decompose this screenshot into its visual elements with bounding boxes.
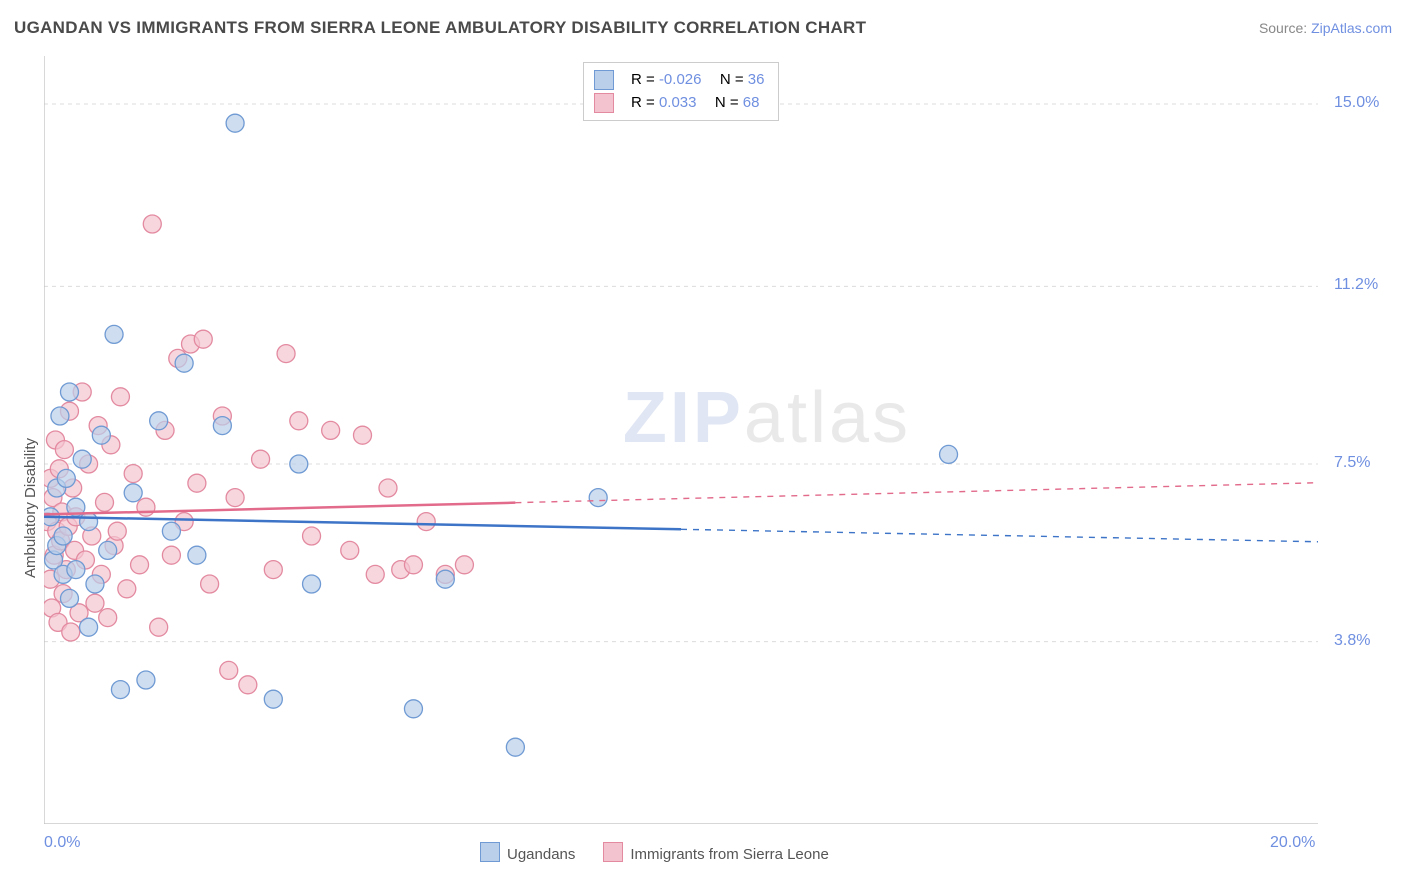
data-point (277, 345, 295, 363)
legend-item: Immigrants from Sierra Leone (603, 842, 828, 863)
data-point (150, 412, 168, 430)
n-stat: N = 36 (711, 69, 764, 92)
trend-line (44, 517, 681, 529)
x-tick-max: 20.0% (1270, 834, 1315, 852)
title-bar: UGANDAN VS IMMIGRANTS FROM SIERRA LEONE … (14, 18, 1392, 38)
data-point (226, 489, 244, 507)
data-point (162, 546, 180, 564)
chart-plot-area: ZIPatlas3.8%7.5%11.2%15.0%Ambulatory Dis… (44, 56, 1318, 824)
trend-line-extension (681, 529, 1318, 541)
source-link[interactable]: ZipAtlas.com (1311, 20, 1392, 36)
data-point (54, 527, 72, 545)
data-point (137, 671, 155, 689)
data-point (940, 445, 958, 463)
data-point (252, 450, 270, 468)
y-tick-label: 3.8% (1334, 632, 1370, 650)
data-point (290, 455, 308, 473)
r-stat: R = 0.033 (631, 92, 696, 115)
data-point (213, 417, 231, 435)
data-point (354, 426, 372, 444)
data-point (111, 388, 129, 406)
x-tick-min: 0.0% (44, 834, 80, 852)
data-point (80, 618, 98, 636)
data-point (220, 661, 238, 679)
trend-line (44, 503, 515, 515)
legend-swatch (594, 70, 614, 90)
chart-title: UGANDAN VS IMMIGRANTS FROM SIERRA LEONE … (14, 18, 866, 38)
data-point (341, 541, 359, 559)
data-point (105, 325, 123, 343)
data-point (57, 469, 75, 487)
legend-swatch (480, 842, 500, 862)
trend-line-extension (515, 483, 1318, 503)
data-point (137, 498, 155, 516)
data-point (86, 594, 104, 612)
correlation-legend: R = -0.026 N = 36R = 0.033 N = 68 (583, 62, 779, 121)
legend-item: Ugandans (480, 842, 575, 863)
series-legend: Ugandans Immigrants from Sierra Leone (480, 842, 829, 863)
n-stat: N = 68 (706, 92, 759, 115)
data-point (175, 354, 193, 372)
data-point (264, 561, 282, 579)
data-point (201, 575, 219, 593)
data-point (303, 575, 321, 593)
y-tick-label: 7.5% (1334, 454, 1370, 472)
data-point (99, 609, 117, 627)
data-point (80, 513, 98, 531)
data-point (150, 618, 168, 636)
y-tick-label: 11.2% (1334, 276, 1378, 294)
data-point (99, 541, 117, 559)
data-point (62, 623, 80, 641)
data-point (55, 441, 73, 459)
legend-label: Immigrants from Sierra Leone (630, 846, 828, 863)
data-point (322, 421, 340, 439)
data-point (188, 474, 206, 492)
data-point (96, 493, 114, 511)
correlation-legend-row: R = 0.033 N = 68 (594, 92, 764, 115)
data-point (366, 565, 384, 583)
data-point (118, 580, 136, 598)
data-point (143, 215, 161, 233)
data-point (60, 383, 78, 401)
data-point (60, 589, 78, 607)
data-point (303, 527, 321, 545)
data-point (379, 479, 397, 497)
legend-swatch (603, 842, 623, 862)
data-point (188, 546, 206, 564)
correlation-legend-row: R = -0.026 N = 36 (594, 69, 764, 92)
data-point (290, 412, 308, 430)
data-point (194, 330, 212, 348)
data-point (436, 570, 454, 588)
data-point (67, 561, 85, 579)
data-point (506, 738, 524, 756)
data-point (73, 450, 91, 468)
data-point (455, 556, 473, 574)
data-point (86, 575, 104, 593)
data-point (131, 556, 149, 574)
data-point (124, 484, 142, 502)
data-point (111, 681, 129, 699)
legend-swatch (594, 93, 614, 113)
y-axis-label: Ambulatory Disability (22, 438, 39, 578)
data-point (404, 556, 422, 574)
data-point (589, 489, 607, 507)
data-point (108, 522, 126, 540)
data-point (92, 426, 110, 444)
source-label: Source: ZipAtlas.com (1259, 20, 1392, 36)
data-point (124, 465, 142, 483)
data-point (417, 513, 435, 531)
data-point (239, 676, 257, 694)
data-point (264, 690, 282, 708)
data-point (51, 407, 69, 425)
r-stat: R = -0.026 (631, 69, 701, 92)
data-point (226, 114, 244, 132)
data-point (162, 522, 180, 540)
y-tick-label: 15.0% (1334, 94, 1379, 112)
legend-label: Ugandans (507, 846, 575, 863)
data-point (404, 700, 422, 718)
